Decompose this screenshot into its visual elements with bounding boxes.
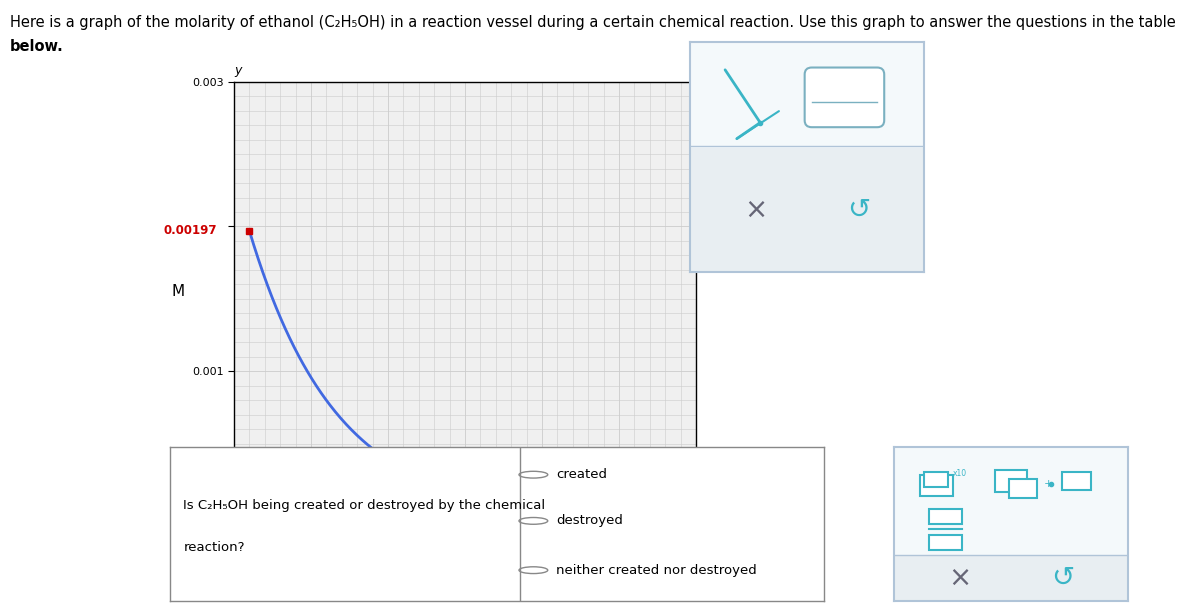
Text: neither created nor destroyed: neither created nor destroyed <box>557 564 757 577</box>
Y-axis label: M: M <box>172 284 185 299</box>
Text: ↺: ↺ <box>1051 564 1074 592</box>
Bar <box>1062 472 1091 490</box>
FancyBboxPatch shape <box>690 148 924 272</box>
Text: y: y <box>234 64 241 77</box>
Text: Is C₂H₅OH being created or destroyed by the chemical: Is C₂H₅OH being created or destroyed by … <box>184 499 546 512</box>
Bar <box>929 535 962 550</box>
Text: ×: × <box>948 564 971 592</box>
Text: destroyed: destroyed <box>557 515 623 527</box>
FancyBboxPatch shape <box>805 68 884 127</box>
Bar <box>919 475 953 496</box>
Text: x10: x10 <box>953 469 967 478</box>
FancyBboxPatch shape <box>894 556 1128 601</box>
Bar <box>995 470 1027 492</box>
Text: below.: below. <box>10 39 64 54</box>
Text: created: created <box>557 468 607 481</box>
Bar <box>929 509 962 524</box>
Text: +: + <box>1044 479 1054 489</box>
Text: Here is a graph of the molarity of ethanol (C₂H₅OH) in a reaction vessel during : Here is a graph of the molarity of ethan… <box>10 15 1175 30</box>
Text: reaction?: reaction? <box>184 541 245 554</box>
Text: ↺: ↺ <box>847 196 870 224</box>
Bar <box>924 472 948 487</box>
Text: ×: × <box>744 196 767 224</box>
Bar <box>1009 480 1037 498</box>
X-axis label: seconds: seconds <box>431 545 499 560</box>
Text: 0.00197: 0.00197 <box>163 224 217 237</box>
